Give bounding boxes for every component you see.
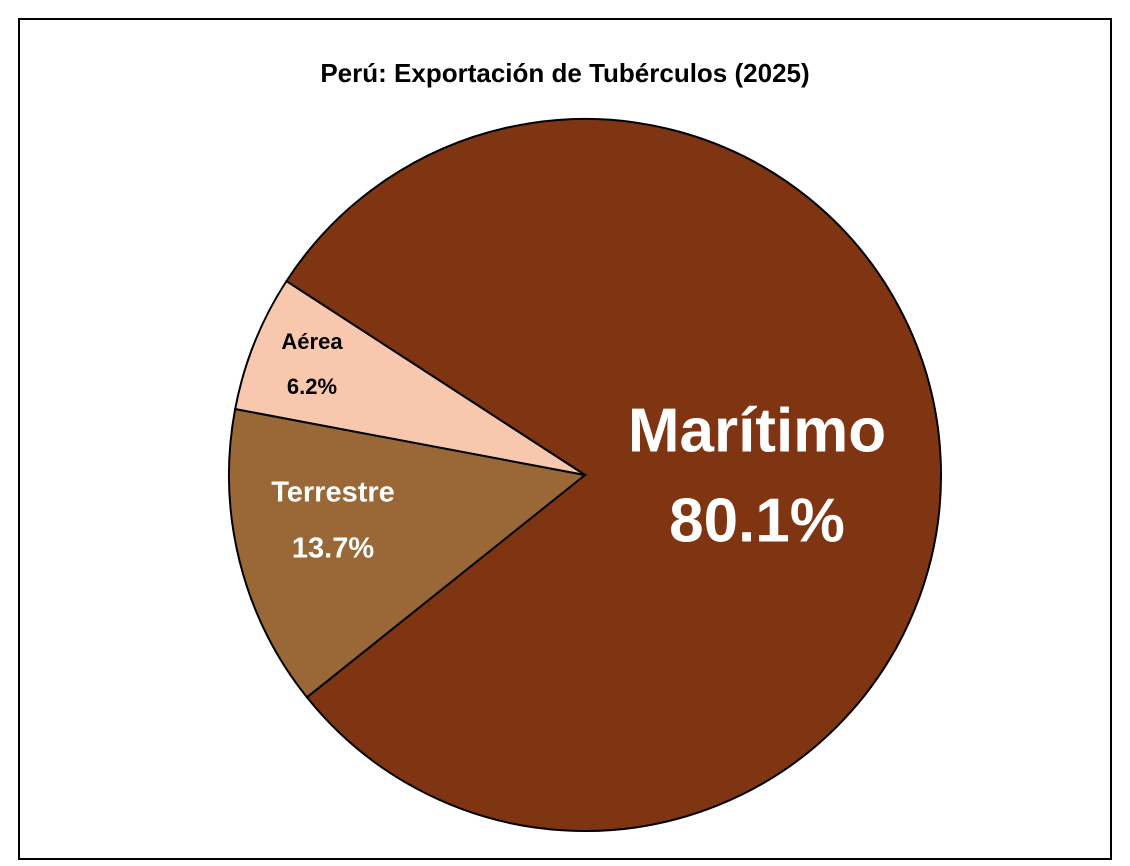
value-label: 80.1% <box>669 486 845 555</box>
value-label: 13.7% <box>292 533 374 565</box>
pie-slice <box>233 279 586 476</box>
slice-label: Marítimo <box>628 396 886 465</box>
pie-slice <box>285 118 942 832</box>
slice-label: Aérea <box>281 329 343 354</box>
chart-title: Perú: Exportación de Tubérculos (2025) <box>320 58 809 88</box>
slice-label: Terrestre <box>271 477 395 509</box>
value-label: 6.2% <box>287 374 337 399</box>
pie-slice <box>228 407 588 699</box>
